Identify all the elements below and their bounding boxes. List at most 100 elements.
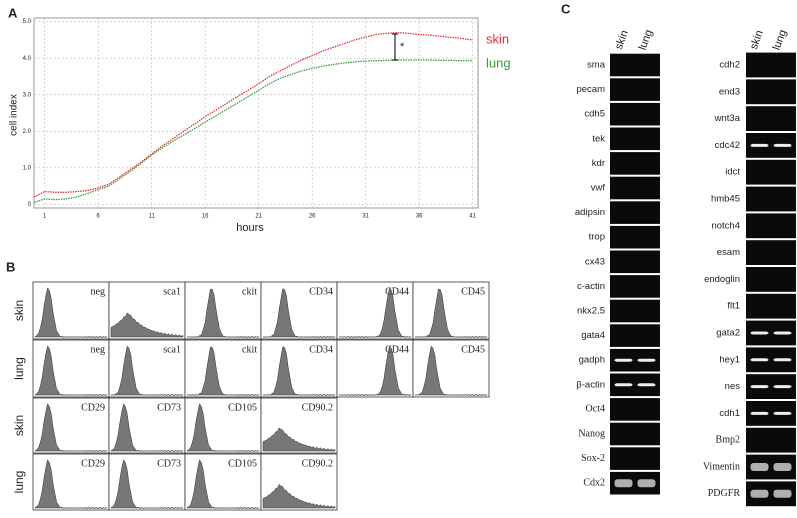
bracket bbox=[392, 33, 398, 61]
legend-label: lung bbox=[486, 55, 511, 70]
gel-strip bbox=[610, 225, 660, 249]
histogram-fill bbox=[186, 403, 260, 453]
gene-label: Vimentin bbox=[703, 461, 740, 472]
legend-label: skin bbox=[486, 31, 509, 46]
plot-area bbox=[33, 17, 479, 209]
gel-band bbox=[773, 358, 792, 362]
gel-band bbox=[614, 479, 633, 488]
histogram-fill bbox=[414, 288, 488, 339]
x-tick-label: 1 bbox=[43, 214, 47, 220]
gel-strip bbox=[610, 299, 660, 323]
histogram-label: CD73 bbox=[157, 458, 181, 469]
row-label: skin bbox=[12, 415, 26, 436]
gel-band bbox=[750, 331, 769, 335]
histogram-label: neg bbox=[91, 286, 105, 297]
histogram-label: CD29 bbox=[81, 402, 105, 413]
gene-label: Bmp2 bbox=[716, 434, 740, 445]
histogram-fill bbox=[34, 287, 108, 339]
histogram-label: ckit bbox=[242, 286, 257, 297]
panel-label: A bbox=[8, 5, 18, 20]
gel-strip bbox=[610, 422, 660, 446]
lane-header: skin bbox=[613, 29, 631, 51]
gene-label: vwf bbox=[591, 183, 606, 194]
gel-strip bbox=[746, 159, 796, 185]
gel-strip bbox=[610, 398, 660, 421]
y-tick-label: 3.0 bbox=[23, 92, 32, 98]
x-tick-label: 6 bbox=[97, 214, 101, 220]
gel-band bbox=[773, 463, 792, 471]
gene-label: flt1 bbox=[727, 301, 740, 312]
histogram-label: sca1 bbox=[163, 286, 181, 297]
gel-band bbox=[750, 358, 769, 362]
histogram-box bbox=[336, 281, 414, 340]
gene-label: Oct4 bbox=[586, 404, 605, 415]
gel-band bbox=[614, 358, 633, 362]
histogram-fill bbox=[262, 346, 336, 397]
gel-strip bbox=[746, 267, 796, 292]
gene-label: gata2 bbox=[716, 328, 740, 339]
histogram-fill bbox=[262, 288, 336, 339]
lane-header: lung bbox=[637, 28, 655, 52]
gel-band bbox=[637, 358, 656, 362]
x-tick-label: 26 bbox=[309, 214, 316, 220]
histogram-fill bbox=[34, 345, 108, 397]
gene-label: endoglin bbox=[704, 274, 740, 285]
gel-strip bbox=[610, 250, 660, 274]
gene-label: cdh2 bbox=[719, 60, 740, 71]
histogram-label: CD29 bbox=[81, 458, 105, 469]
gel-strip bbox=[746, 79, 796, 105]
gel-strip bbox=[746, 293, 796, 319]
gel-strip bbox=[746, 52, 796, 78]
histogram-fill bbox=[414, 345, 488, 397]
histogram-label: CD105 bbox=[228, 458, 257, 469]
gene-label: Sox-2 bbox=[581, 453, 605, 464]
row-label: skin bbox=[12, 300, 26, 321]
histogram-fill bbox=[110, 345, 184, 397]
gel-band bbox=[637, 479, 656, 488]
gene-label: Cdx2 bbox=[583, 477, 605, 488]
histogram-label: CD73 bbox=[157, 402, 181, 413]
gel-strip bbox=[610, 152, 660, 175]
gene-label: nes bbox=[725, 381, 741, 392]
gel-strip bbox=[746, 213, 796, 239]
x-tick-label: 16 bbox=[202, 214, 209, 220]
gel-strip bbox=[610, 176, 660, 200]
data-line bbox=[33, 31, 473, 198]
lane-header: skin bbox=[748, 29, 766, 51]
histogram-box bbox=[184, 281, 262, 340]
gel-band bbox=[773, 385, 792, 389]
panel-label: B bbox=[6, 259, 15, 274]
histogram-label: CD44 bbox=[385, 286, 409, 297]
histogram-label: CD34 bbox=[309, 344, 333, 355]
histogram-fill bbox=[338, 345, 412, 397]
gene-label: nkx2.5 bbox=[577, 306, 605, 317]
histogram-fill bbox=[262, 483, 336, 509]
histogram-label: CD90.2 bbox=[302, 458, 333, 469]
histogram-fill bbox=[110, 312, 184, 338]
histogram-fill bbox=[262, 427, 336, 452]
histogram-box bbox=[260, 281, 338, 340]
gene-label: cx43 bbox=[585, 256, 605, 267]
gel-band bbox=[750, 385, 769, 389]
y-tick-label: 1.0 bbox=[23, 165, 32, 171]
histogram-label: CD105 bbox=[228, 402, 257, 413]
histogram-box bbox=[412, 281, 490, 340]
x-tick-label: 36 bbox=[416, 214, 423, 220]
y-axis-label: cell index bbox=[9, 94, 20, 136]
gene-label: tek bbox=[592, 133, 605, 144]
gene-label: cdh1 bbox=[719, 408, 740, 419]
gene-label: cdc42 bbox=[715, 140, 740, 151]
gene-label: Nanog bbox=[578, 428, 605, 439]
gel-band bbox=[750, 143, 769, 147]
gene-label: adipsin bbox=[575, 207, 605, 218]
gel-band bbox=[637, 383, 656, 387]
gene-label: wnt3a bbox=[714, 113, 741, 124]
gene-label: pecam bbox=[576, 84, 605, 95]
y-tick-label: 4.0 bbox=[23, 56, 32, 62]
histogram-fill bbox=[110, 403, 184, 453]
y-tick-label: 5.0 bbox=[23, 19, 32, 25]
gel-strip bbox=[610, 78, 660, 101]
gene-label: gadph bbox=[579, 355, 605, 366]
x-tick-label: 31 bbox=[362, 214, 369, 220]
histogram-fill bbox=[338, 287, 412, 339]
